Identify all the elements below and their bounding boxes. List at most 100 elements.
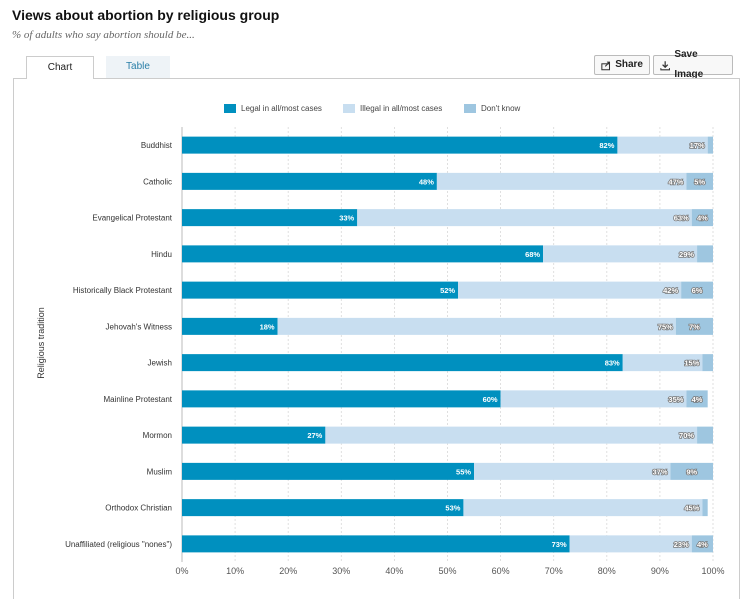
data-label: 68%: [525, 250, 540, 259]
x-tick-label: 80%: [598, 566, 616, 576]
data-label: 73%: [552, 540, 567, 549]
category-label: Orthodox Christian: [105, 504, 172, 513]
bar-segment: [474, 462, 671, 480]
legend-label-illegal: Illegal in all/most cases: [360, 104, 443, 113]
data-label: 27%: [307, 431, 322, 440]
data-label: 35%: [668, 395, 683, 404]
x-tick-label: 40%: [385, 566, 403, 576]
tab-table[interactable]: Table: [106, 56, 170, 78]
x-tick-label: 30%: [332, 566, 350, 576]
bar-segment: [686, 172, 713, 190]
data-label: 18%: [260, 322, 275, 331]
bar-segment: [569, 535, 692, 553]
bar-segment: [182, 354, 623, 372]
legend-item-legal[interactable]: Legal in all/most cases: [224, 104, 322, 113]
x-tick-label: 60%: [492, 566, 510, 576]
x-tick-label: 90%: [651, 566, 669, 576]
legend-item-illegal[interactable]: Illegal in all/most cases: [343, 104, 442, 113]
bar-segment: [686, 390, 708, 408]
share-icon: [601, 61, 611, 70]
data-label: 6%: [692, 286, 703, 295]
data-label: 75%: [658, 322, 673, 331]
bar-segment: [182, 390, 501, 408]
bar-segment: [702, 354, 713, 372]
data-label: 5%: [694, 177, 705, 186]
data-label: 83%: [605, 359, 620, 368]
category-label: Jewish: [148, 359, 172, 368]
category-label: Muslim: [147, 467, 173, 476]
data-label: 42%: [663, 286, 678, 295]
legend-swatch-dontknow: [464, 104, 476, 113]
category-label: Mormon: [143, 431, 172, 440]
data-label: 4%: [697, 540, 708, 549]
data-label: 53%: [445, 504, 460, 513]
data-label: 70%: [679, 431, 694, 440]
legend-label-dontknow: Don't know: [481, 104, 521, 113]
data-label: 23%: [674, 540, 689, 549]
legend-item-dontknow[interactable]: Don't know: [464, 104, 520, 113]
bar-segment: [670, 462, 713, 480]
bar-segment: [182, 172, 437, 190]
share-label: Share: [615, 59, 643, 70]
category-label: Historically Black Protestant: [73, 286, 173, 295]
bar-segment: [697, 426, 713, 444]
data-label: 48%: [419, 177, 434, 186]
legend-swatch-legal: [224, 104, 236, 113]
category-label: Buddhist: [141, 141, 173, 150]
bar-segment: [182, 317, 278, 335]
bar-segment: [500, 390, 687, 408]
data-label: 45%: [684, 504, 699, 513]
chart-subtitle: % of adults who say abortion should be..…: [12, 29, 195, 41]
category-label: Catholic: [143, 177, 172, 186]
bar-segment: [675, 317, 713, 335]
bar-segment: [182, 281, 459, 299]
data-label: 82%: [599, 141, 614, 150]
save-image-label: Save Image: [674, 49, 704, 80]
bar-segment: [697, 245, 713, 263]
data-label: 47%: [668, 177, 683, 186]
data-label: 9%: [686, 467, 697, 476]
x-tick-label: 50%: [438, 566, 456, 576]
data-label: 60%: [483, 395, 498, 404]
legend-swatch-illegal: [343, 104, 355, 113]
data-label: 33%: [339, 214, 354, 223]
x-tick-label: 20%: [279, 566, 297, 576]
bar-segment: [182, 209, 358, 227]
x-tick-label: 100%: [701, 566, 724, 576]
data-label: 52%: [440, 286, 455, 295]
bar-segment: [702, 499, 708, 517]
bar-segment: [182, 535, 570, 553]
chart-title: Views about abortion by religious group: [12, 7, 280, 23]
tab-chart[interactable]: Chart: [26, 56, 94, 79]
bar-segment: [681, 281, 713, 299]
x-tick-label: 10%: [226, 566, 244, 576]
bar-segment: [182, 462, 475, 480]
bar-segment: [463, 499, 703, 517]
category-label: Mainline Protestant: [104, 395, 173, 404]
data-label: 17%: [690, 141, 705, 150]
bar-segment: [182, 499, 464, 517]
bar-segment: [182, 136, 618, 154]
bar-segment: [277, 317, 676, 335]
data-label: 37%: [653, 467, 668, 476]
data-label: 7%: [689, 322, 700, 331]
chart-panel: [13, 78, 740, 599]
bar-segment: [436, 172, 687, 190]
bar-segment: [325, 426, 698, 444]
category-label: Unaffiliated (religious "nones"): [65, 540, 172, 549]
data-label: 29%: [679, 250, 694, 259]
bar-segment: [691, 209, 713, 227]
data-label: 15%: [684, 359, 699, 368]
bar-segment: [543, 245, 698, 263]
bar-segment: [707, 136, 713, 154]
data-label: 4%: [697, 214, 708, 223]
legend-label-legal: Legal in all/most cases: [241, 104, 322, 113]
bar-segment: [357, 209, 692, 227]
save-image-button[interactable]: Save Image: [653, 49, 733, 80]
category-label: Jehovah's Witness: [106, 322, 172, 331]
category-label: Evangelical Protestant: [92, 214, 172, 223]
bar-segment: [617, 136, 708, 154]
bar-segment: [691, 535, 713, 553]
share-button[interactable]: Share: [594, 55, 650, 75]
